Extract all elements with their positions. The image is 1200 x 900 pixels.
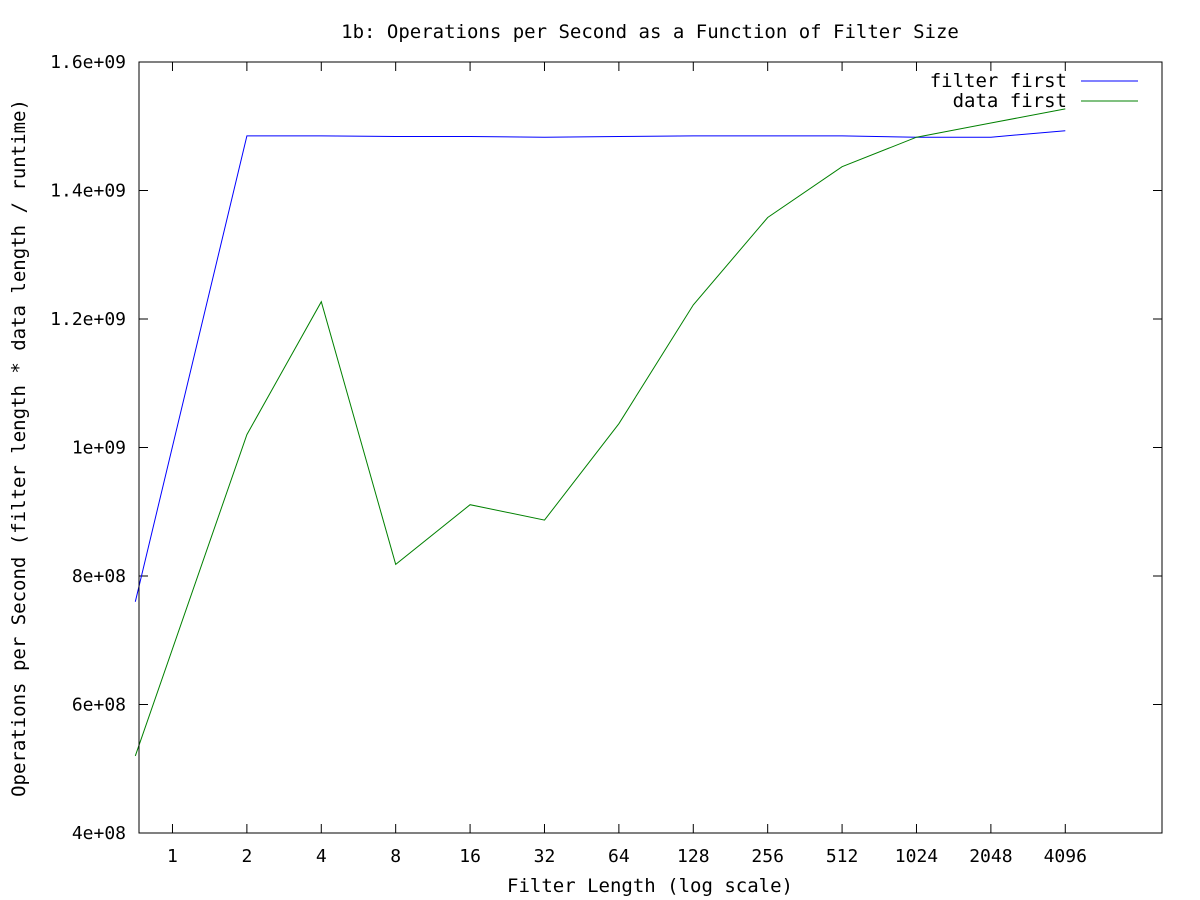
y-axis-ticks: 4e+08 6e+08 8e+08 1e+09 1.2e+09 1.4e+09 1.6e+0… bbox=[50, 52, 1162, 844]
x-tick-label: 256 bbox=[751, 846, 784, 867]
legend-label: filter first bbox=[930, 70, 1067, 92]
x-axis-ticks: 1 2 4 8 16 32 64 128 256 512 1024 2048 4096 bbox=[167, 62, 1087, 867]
series-line-data-first bbox=[134, 108, 1066, 757]
legend-label: data first bbox=[953, 90, 1067, 112]
y-tick-label: 1e+09 bbox=[72, 438, 126, 459]
y-axis-label: Operations per Second (filter length * d… bbox=[8, 99, 30, 797]
x-tick-label: 64 bbox=[608, 846, 630, 867]
y-tick-label: 4e+08 bbox=[72, 823, 126, 844]
x-tick-label: 2 bbox=[241, 846, 252, 867]
x-tick-label: 1 bbox=[167, 846, 178, 867]
y-tick-label: 8e+08 bbox=[72, 566, 126, 587]
series-line-filter-first bbox=[134, 130, 1066, 602]
y-tick-label: 1.6e+09 bbox=[50, 52, 126, 73]
x-tick-label: 128 bbox=[677, 846, 710, 867]
y-tick-label: 1.4e+09 bbox=[50, 181, 126, 202]
x-tick-label: 1024 bbox=[895, 846, 938, 867]
x-tick-label: 2048 bbox=[969, 846, 1012, 867]
y-tick-label: 1.2e+09 bbox=[50, 309, 126, 330]
x-tick-label: 16 bbox=[459, 846, 481, 867]
x-axis-label: Filter Length (log scale) bbox=[507, 875, 793, 897]
x-tick-label: 4 bbox=[316, 846, 327, 867]
plot-frame bbox=[138, 61, 1163, 834]
x-tick-label: 32 bbox=[534, 846, 556, 867]
chart-title: 1b: Operations per Second as a Function … bbox=[341, 21, 959, 43]
y-tick-label: 6e+08 bbox=[72, 695, 126, 716]
x-tick-label: 512 bbox=[826, 846, 859, 867]
x-tick-label: 4096 bbox=[1044, 846, 1087, 867]
plot-series bbox=[134, 108, 1066, 757]
x-tick-label: 8 bbox=[390, 846, 401, 867]
